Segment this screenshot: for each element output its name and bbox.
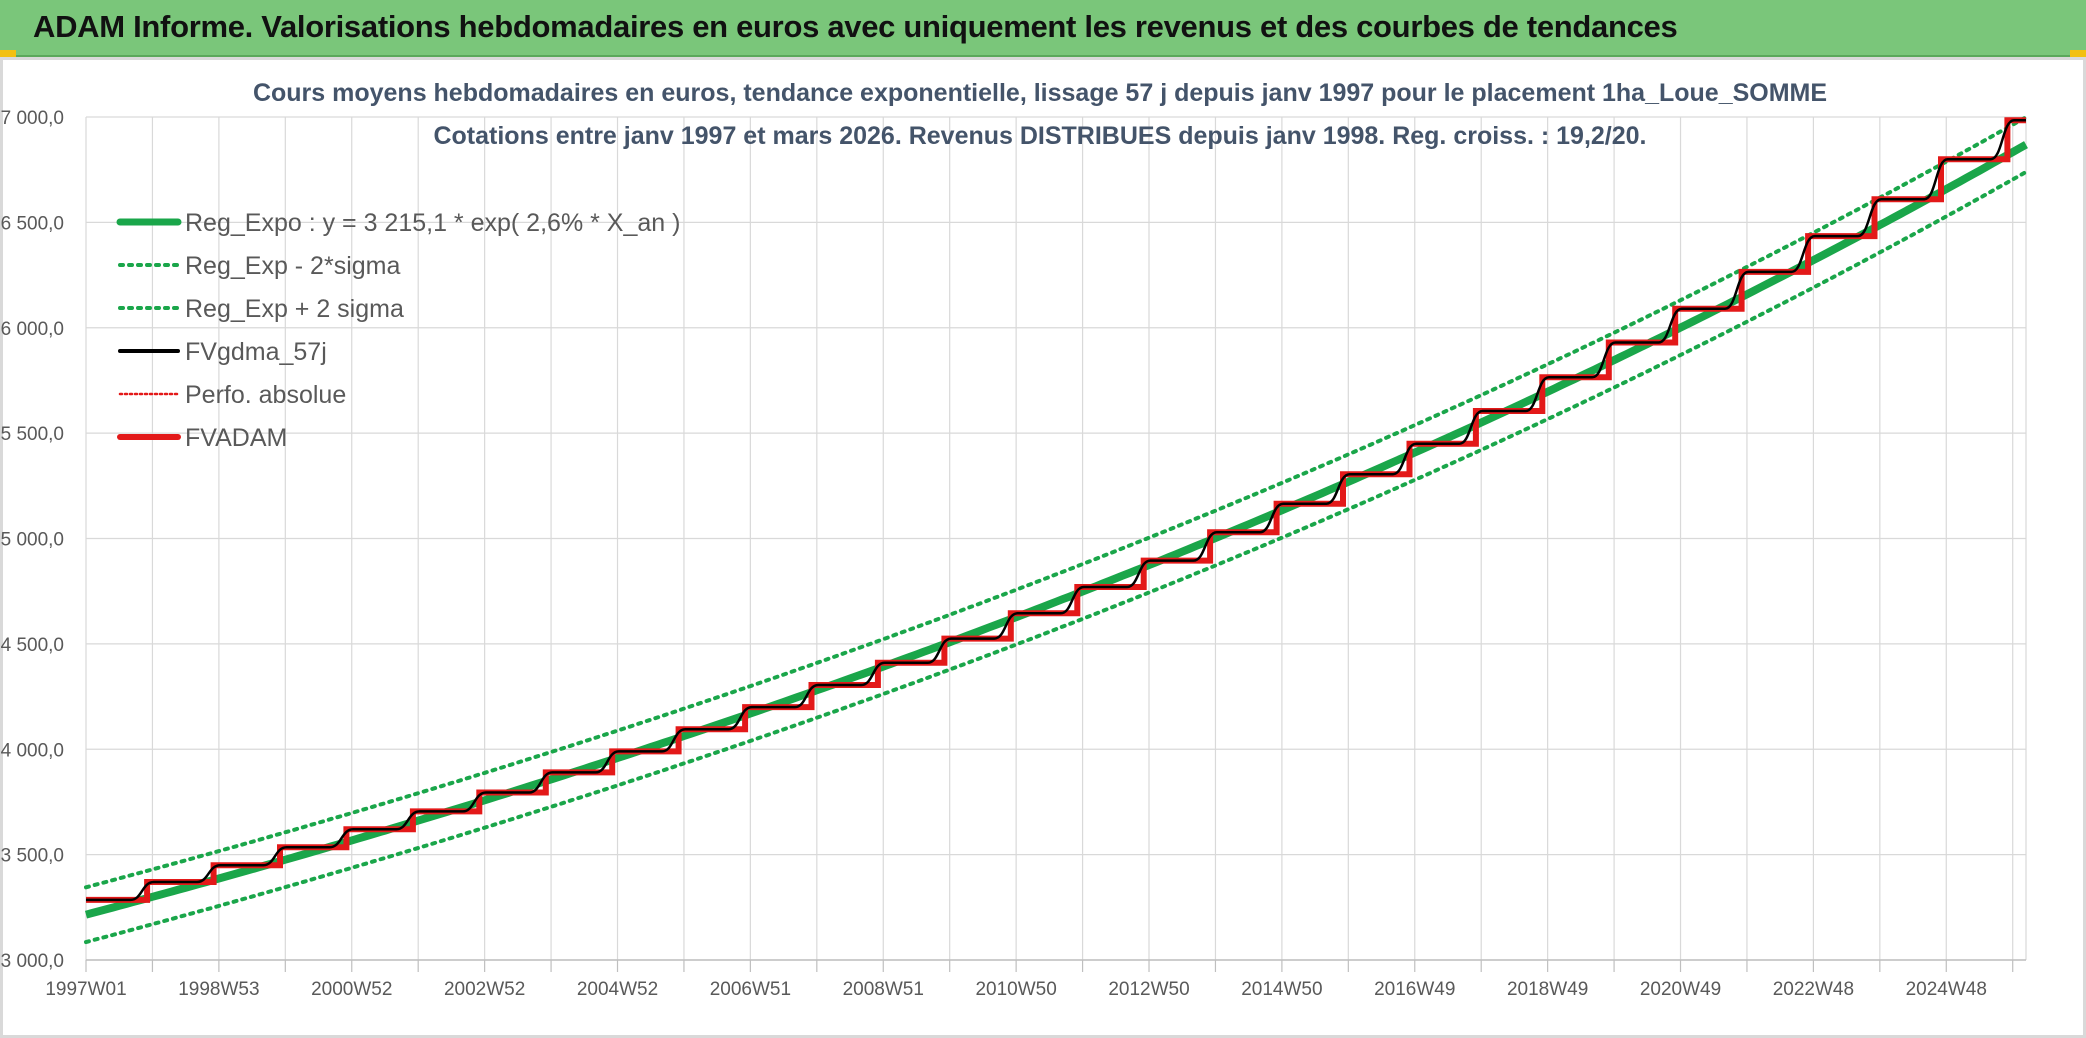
chart-area: 3 000,0 3 500,0 4 000,0 4 500,0 5 000,0 5 500… — [1, 79, 2028, 1000]
y-tick-label: 4 000,0 — [1, 740, 64, 761]
y-tick-label: 6 000,0 — [1, 319, 64, 340]
legend-label-reg_minus: Reg_Exp - 2*sigma — [185, 252, 400, 280]
axis-labels: 3 000,0 3 500,0 4 000,0 4 500,0 5 000,0 5 500… — [1, 108, 1987, 1000]
chart-grid — [85, 116, 2027, 972]
y-tick-label: 3 000,0 — [1, 951, 64, 972]
x-tick-label: 2022W48 — [1773, 979, 1854, 1000]
y-tick-label: 4 500,0 — [1, 635, 64, 656]
report-title: ADAM Informe. Valorisations hebdomadaire… — [33, 9, 1678, 44]
left-corner-marker — [0, 50, 16, 58]
series-reg-expo — [84, 141, 2028, 919]
series-reg-minus-2sigma — [84, 169, 2028, 945]
x-tick-label: 1997W01 — [45, 979, 126, 1000]
x-tick-label: 2010W50 — [975, 979, 1056, 1000]
report-header-banner: ADAM Informe. Valorisations hebdomadaire… — [0, 0, 2086, 57]
x-tick-label: 2016W49 — [1374, 979, 1455, 1000]
y-tick-label: 7 000,0 — [1, 108, 64, 129]
chart-legend: Reg_Expo : y = 3 215,1 * exp( 2,6% * X_a… — [116, 209, 680, 452]
y-tick-label: 3 500,0 — [1, 846, 64, 867]
x-tick-label: 2002W52 — [444, 979, 525, 1000]
x-tick-label: 2014W50 — [1241, 979, 1322, 1000]
legend-label-reg: Reg_Expo : y = 3 215,1 * exp( 2,6% * X_a… — [185, 209, 680, 237]
chart-title: Cours moyens hebdomadaires en euros, ten… — [253, 79, 1827, 107]
x-tick-label: 2006W51 — [710, 979, 791, 1000]
legend-label-fvgdma: FVgdma_57j — [185, 338, 327, 366]
legend-label-fvadam: FVADAM — [185, 424, 287, 452]
series-reg-plus-2sigma — [84, 115, 2028, 890]
x-tick-label: 1998W53 — [178, 979, 259, 1000]
x-tick-label: 2012W50 — [1108, 979, 1189, 1000]
x-tick-label: 2018W49 — [1507, 979, 1588, 1000]
series-fvadam — [86, 117, 2026, 903]
x-tick-label: 2024W48 — [1906, 979, 1987, 1000]
y-tick-label: 5 500,0 — [1, 424, 64, 445]
x-tick-label: 2008W51 — [843, 979, 924, 1000]
right-corner-marker — [2070, 50, 2086, 58]
y-tick-label: 5 000,0 — [1, 530, 64, 551]
chart-subtitle: Cotations entre janv 1997 et mars 2026. … — [433, 122, 1646, 150]
legend-label-reg_plus: Reg_Exp + 2 sigma — [185, 295, 404, 323]
x-tick-label: 2004W52 — [577, 979, 658, 1000]
series-layer — [84, 115, 2028, 945]
x-tick-label: 2000W52 — [311, 979, 392, 1000]
legend-label-perfo: Perfo. absolue — [185, 381, 346, 409]
x-tick-label: 2020W49 — [1640, 979, 1721, 1000]
chart-frame — [0, 57, 2086, 1038]
series-fvgdma-57j — [86, 118, 2026, 902]
y-tick-label: 6 500,0 — [1, 213, 64, 234]
